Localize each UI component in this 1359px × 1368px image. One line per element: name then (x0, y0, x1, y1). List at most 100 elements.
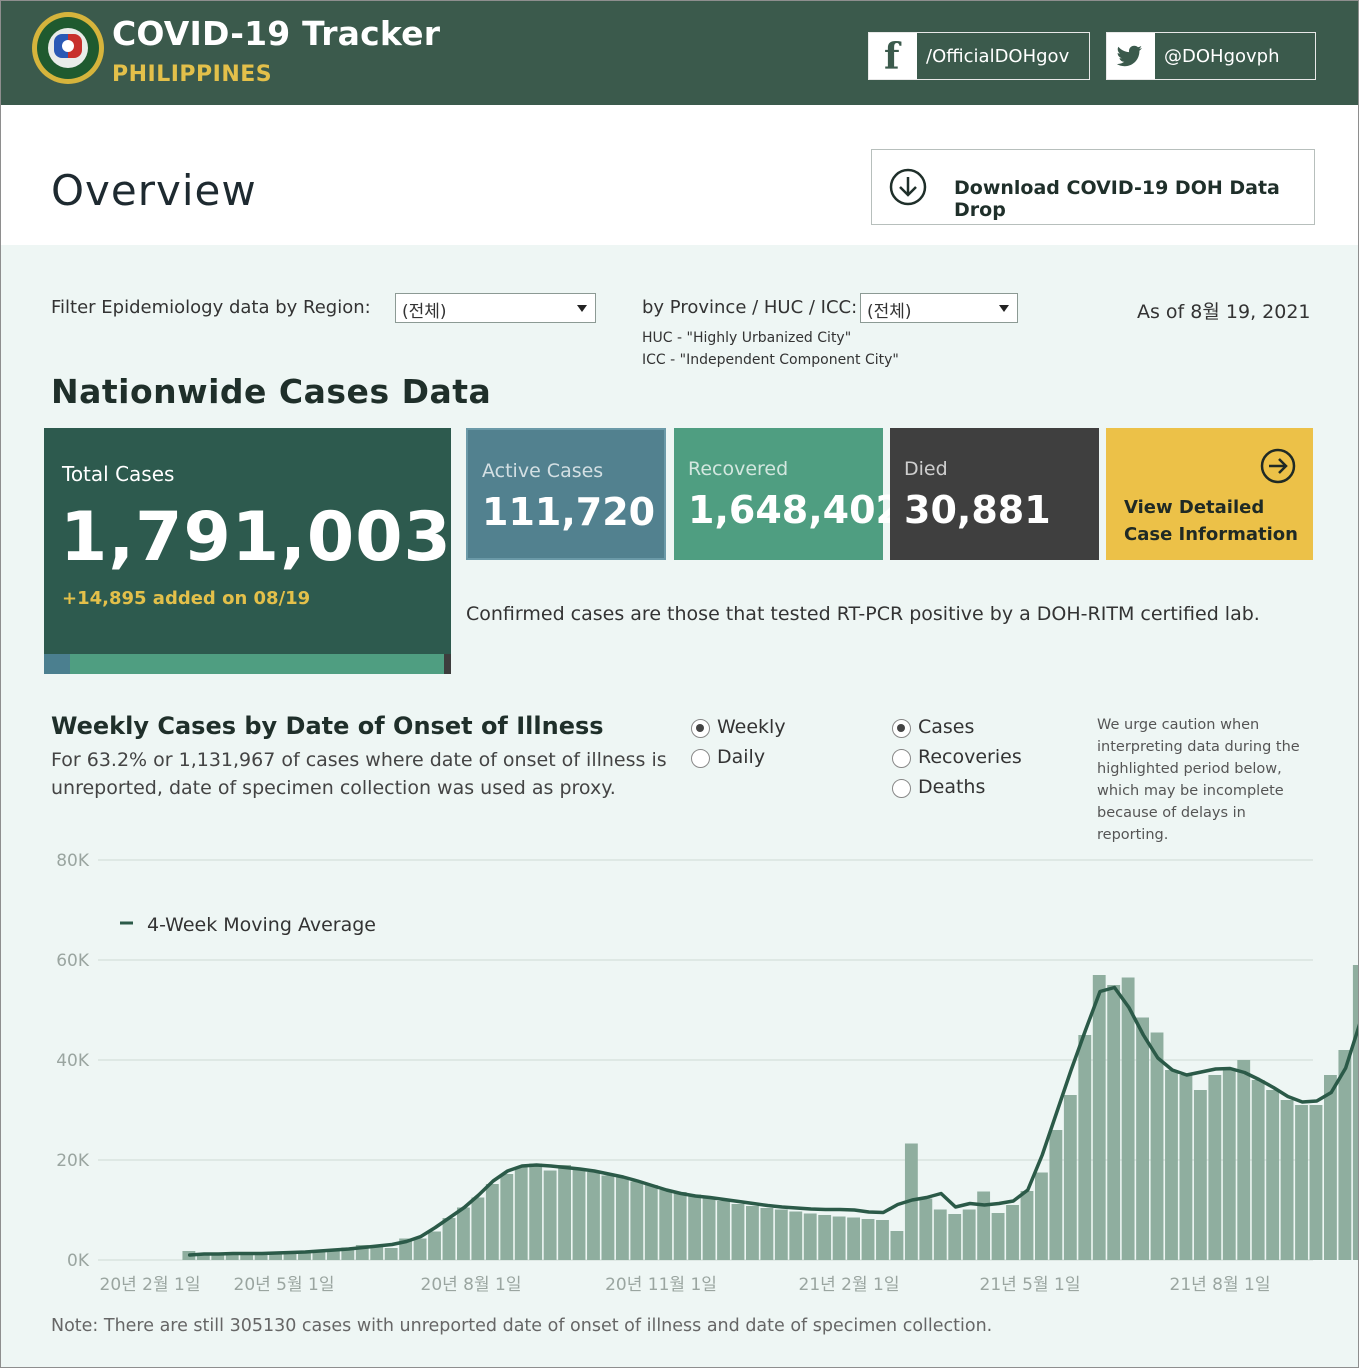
province-select[interactable]: (전체) (860, 293, 1018, 323)
weekly-cases-chart: 80K 60K 40K 20K 0K 4-Week Moving Average 20년 2… (56, 851, 1359, 1295)
weekly-bar (514, 1167, 528, 1260)
download-label: Download COVID-19 DOH Data Drop (954, 177, 1280, 221)
weekly-bar (702, 1197, 716, 1260)
weekly-bar (1280, 1100, 1294, 1260)
died-value: 30,881 (904, 488, 1051, 532)
total-cases-label: Total Cases (62, 462, 175, 486)
weekly-bar (558, 1165, 571, 1260)
weekly-bar (818, 1215, 832, 1260)
weekly-bar (890, 1231, 904, 1260)
weekly-bar (1193, 1090, 1207, 1260)
x-tick-label: 20년 5월 1일 (234, 1275, 335, 1295)
caution-note: We urge caution when interpreting data d… (1097, 717, 1300, 843)
weekly-bar (876, 1220, 889, 1260)
province-filter-label: by Province / HUC / ICC: (642, 297, 858, 318)
app-header: COVID-19 Tracker PHILIPPINES f /Official… (0, 0, 1359, 105)
x-tick-label: 21년 5월 1일 (980, 1275, 1081, 1295)
y-tick-label: 20K (56, 1151, 90, 1171)
y-tick-label: 40K (56, 1051, 90, 1071)
weekly-bar (644, 1185, 658, 1260)
as-of-date: As of 8월 19, 2021 (1137, 301, 1311, 323)
facebook-label: /OfficialDOHgov (926, 46, 1070, 67)
died-share (444, 654, 451, 674)
weekly-bar (1049, 1130, 1063, 1260)
weekly-bar (572, 1169, 586, 1260)
weekly-bar (1035, 1172, 1048, 1260)
weekly-bar (803, 1213, 817, 1260)
weekly-bar (688, 1194, 702, 1260)
weekly-bar (240, 1254, 254, 1260)
recovered-label: Recovered (688, 458, 789, 480)
weekly-bar (384, 1248, 398, 1260)
view-detailed-case-button[interactable]: View Detailed Case Information (1106, 428, 1313, 560)
x-tick-label: 21년 8월 1일 (1170, 1275, 1271, 1295)
weekly-bar (326, 1249, 340, 1260)
weekly-bar (774, 1209, 788, 1260)
weekly-bar (847, 1217, 860, 1260)
active-cases-label: Active Cases (482, 460, 604, 482)
weekly-bar (370, 1245, 384, 1260)
weekly-bar (225, 1253, 239, 1260)
died-card: Died 30,881 (890, 428, 1099, 560)
weekly-cases-description: For 63.2% or 1,131,967 of cases where da… (51, 749, 667, 799)
x-tick-label: 20년 2월 1일 (100, 1275, 201, 1295)
weekly-bar (211, 1254, 225, 1260)
y-tick-label: 0K (67, 1251, 90, 1271)
facebook-link[interactable]: f /OfficialDOHgov (868, 32, 1090, 80)
active-cases-card: Active Cases 111,720 (466, 428, 666, 560)
weekly-bar (529, 1163, 543, 1260)
weekly-bar (298, 1251, 311, 1260)
download-icon (889, 168, 927, 206)
app-subtitle: PHILIPPINES (112, 62, 273, 87)
weekly-bar (962, 1209, 976, 1260)
download-data-drop-button[interactable]: Download COVID-19 DOH Data Drop (871, 149, 1315, 225)
weekly-bar (471, 1197, 485, 1260)
twitter-label: @DOHgovph (1164, 46, 1280, 67)
active-share (44, 654, 70, 674)
region-select-value: (전체) (402, 302, 447, 322)
weekly-bar (457, 1207, 470, 1260)
chevron-down-icon (577, 305, 587, 312)
weekly-bar (254, 1253, 268, 1260)
confirmed-cases-note: Confirmed cases are those that tested RT… (466, 603, 1260, 625)
icc-note: ICC - "Independent Component City" (642, 352, 899, 368)
weekly-bar (948, 1214, 962, 1260)
total-cases-value: 1,791,003 (60, 498, 452, 577)
weekly-bar (485, 1184, 499, 1260)
weekly-bar (746, 1206, 759, 1260)
x-tick-label: 20년 11월 1일 (605, 1275, 717, 1295)
weekly-bar (1092, 975, 1106, 1260)
weekly-bar (919, 1198, 933, 1260)
twitter-link[interactable]: @DOHgovph (1106, 32, 1316, 80)
radio-unselected-icon (691, 749, 710, 768)
twitter-icon (1107, 33, 1155, 79)
weekly-bar (1251, 1080, 1265, 1260)
unreported-cases-note: Note: There are still 305130 cases with … (51, 1316, 993, 1336)
weekly-bar (1107, 985, 1121, 1260)
weekly-bar (1165, 1070, 1178, 1260)
facebook-icon: f (869, 33, 917, 79)
weekly-bar (659, 1190, 673, 1260)
weekly-bar (789, 1211, 803, 1260)
doh-seal-logo (32, 12, 104, 84)
weekly-bar (1222, 1070, 1236, 1260)
radio-selected-icon (691, 719, 710, 738)
weekly-bar (1295, 1105, 1308, 1260)
weekly-bar (731, 1204, 745, 1260)
weekly-bar (601, 1175, 615, 1260)
weekly-bar (933, 1209, 947, 1260)
total-cases-added: +14,895 added on 08/19 (62, 588, 311, 609)
weekly-bar (1179, 1075, 1193, 1260)
region-select[interactable]: (전체) (395, 293, 596, 323)
weekly-bar (630, 1181, 644, 1260)
weekly-bar (587, 1172, 600, 1260)
weekly-bar (1006, 1205, 1019, 1260)
radio-unselected-icon (892, 749, 911, 768)
weekly-bar (1078, 1035, 1092, 1260)
weekly-bar (413, 1238, 427, 1260)
weekly-bar (428, 1231, 441, 1260)
legend-label: 4-Week Moving Average (147, 914, 376, 936)
weekly-bar (1237, 1060, 1251, 1260)
radio-selected-icon (892, 719, 911, 738)
weekly-bar (196, 1254, 210, 1260)
